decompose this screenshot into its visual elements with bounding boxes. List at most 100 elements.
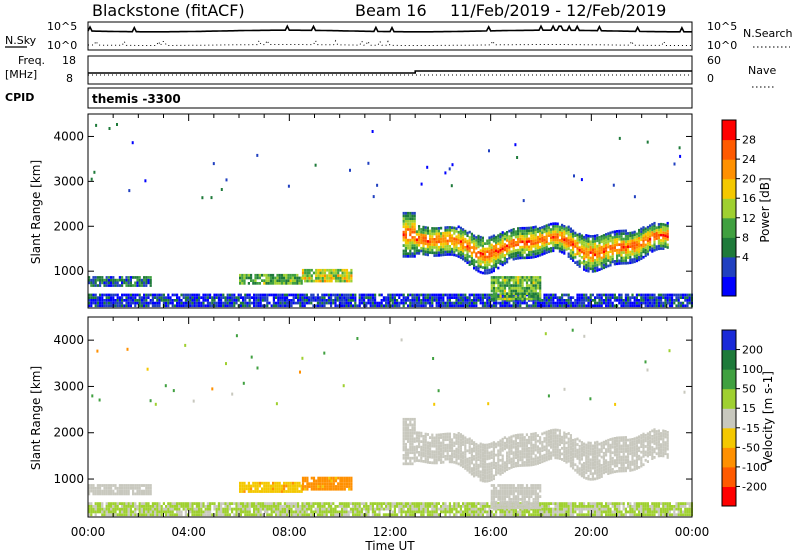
heatmap-cell xyxy=(475,502,478,505)
heatmap-cell xyxy=(468,513,471,517)
heatmap-cell xyxy=(473,239,476,243)
heatmap-cell xyxy=(558,513,561,517)
heatmap-cell xyxy=(609,234,612,237)
heatmap-cell xyxy=(464,240,467,244)
heatmap-cell xyxy=(448,443,451,447)
heatmap-cell xyxy=(402,417,405,421)
heatmap-cell xyxy=(492,286,496,290)
heatmap-cell xyxy=(459,245,462,249)
freq-unit: [MHz] xyxy=(5,68,37,81)
heatmap-cell xyxy=(666,224,669,228)
heatmap-cell xyxy=(385,502,388,505)
heatmap-cell xyxy=(310,485,313,488)
heatmap-cell xyxy=(323,507,326,511)
heatmap-cell xyxy=(211,513,214,517)
heatmap-cell xyxy=(277,293,280,297)
heatmap-cell xyxy=(492,276,496,279)
heatmap-cell xyxy=(391,299,394,302)
heatmap-cell xyxy=(171,299,174,302)
heatmap-cell xyxy=(484,250,487,254)
heatmap-cell xyxy=(424,228,427,232)
heatmap-cell xyxy=(528,240,531,243)
heatmap-cell xyxy=(646,234,649,237)
heatmap-cell xyxy=(552,241,555,244)
heatmap-cell xyxy=(140,299,143,302)
heatmap-cell xyxy=(523,251,526,254)
heatmap-cell xyxy=(635,246,638,249)
heatmap-cell xyxy=(162,293,165,297)
heatmap-cell xyxy=(253,293,256,297)
heatmap-cell xyxy=(514,278,518,282)
heatmap-cell xyxy=(413,507,416,511)
heatmap-cell xyxy=(298,282,301,285)
heatmap-cell xyxy=(563,513,566,517)
heatmap-cell xyxy=(127,502,130,505)
heatmap-cell xyxy=(437,245,440,249)
heatmap-cell xyxy=(369,304,372,308)
heatmap-cell xyxy=(147,278,150,282)
heatmap-cell xyxy=(532,292,535,295)
heatmap-cell xyxy=(149,513,152,517)
heatmap-cell xyxy=(651,510,654,514)
heatmap-cell xyxy=(514,284,518,287)
heatmap-cell xyxy=(451,510,454,514)
heatmap-cell xyxy=(679,507,682,511)
heatmap-cell xyxy=(105,301,108,305)
heatmap-cell xyxy=(446,250,449,254)
heatmap-cell xyxy=(226,505,229,508)
heatmap-cell xyxy=(651,304,654,308)
heatmap-cell xyxy=(613,230,616,234)
heatmap-cell xyxy=(433,293,436,297)
heatmap-cell xyxy=(380,304,383,308)
heatmap-cell xyxy=(528,245,531,249)
heatmap-cell xyxy=(523,245,526,249)
heatmap-cell xyxy=(580,301,583,305)
heatmap-cell xyxy=(510,295,513,298)
heatmap-cell xyxy=(118,276,121,279)
heatmap-cell xyxy=(668,296,671,299)
heatmap-cell xyxy=(686,293,689,297)
heatmap-cell xyxy=(345,304,348,308)
heatmap-cell xyxy=(514,510,517,514)
heatmap-cell xyxy=(108,127,111,130)
heatmap-cell xyxy=(594,513,597,517)
heatmap-cell xyxy=(446,432,449,436)
heatmap-cell xyxy=(88,492,91,496)
heatmap-cell xyxy=(618,243,621,246)
heatmap-cell xyxy=(306,277,309,280)
heatmap-cell xyxy=(90,281,93,285)
heatmap-cell xyxy=(418,238,421,242)
heatmap-cell xyxy=(404,230,407,234)
heatmap-cell xyxy=(528,276,531,279)
heatmap-cell xyxy=(543,296,546,299)
heatmap-cell xyxy=(393,502,396,505)
heatmap-cell xyxy=(189,510,192,514)
heatmap-cell xyxy=(613,249,616,252)
heatmap-cell xyxy=(635,507,638,511)
heatmap-cell xyxy=(640,243,643,247)
heatmap-cell xyxy=(550,507,553,511)
heatmap-cell xyxy=(217,301,220,305)
heatmap-cell xyxy=(506,513,509,517)
heatmap-cell xyxy=(651,244,654,248)
heatmap-cell xyxy=(503,259,506,262)
heatmap-cell xyxy=(523,240,526,243)
heatmap-cell xyxy=(576,244,579,248)
heatmap-cell xyxy=(466,513,469,517)
heatmap-cell xyxy=(426,248,429,251)
heatmap-cell xyxy=(365,304,368,308)
heatmap-cell xyxy=(264,507,267,511)
heatmap-cell xyxy=(339,487,342,491)
heatmap-cell xyxy=(435,442,438,445)
heatmap-cell xyxy=(350,279,353,283)
heatmap-cell xyxy=(589,264,592,268)
heatmap-cell xyxy=(360,507,363,511)
heatmap-cell xyxy=(345,513,348,517)
heatmap-cell xyxy=(387,293,390,297)
heatmap-cell xyxy=(444,446,447,450)
heatmap-cell xyxy=(541,231,544,235)
heatmap-cell xyxy=(580,178,583,182)
heatmap-cell xyxy=(265,487,268,491)
heatmap-cell xyxy=(508,513,511,517)
